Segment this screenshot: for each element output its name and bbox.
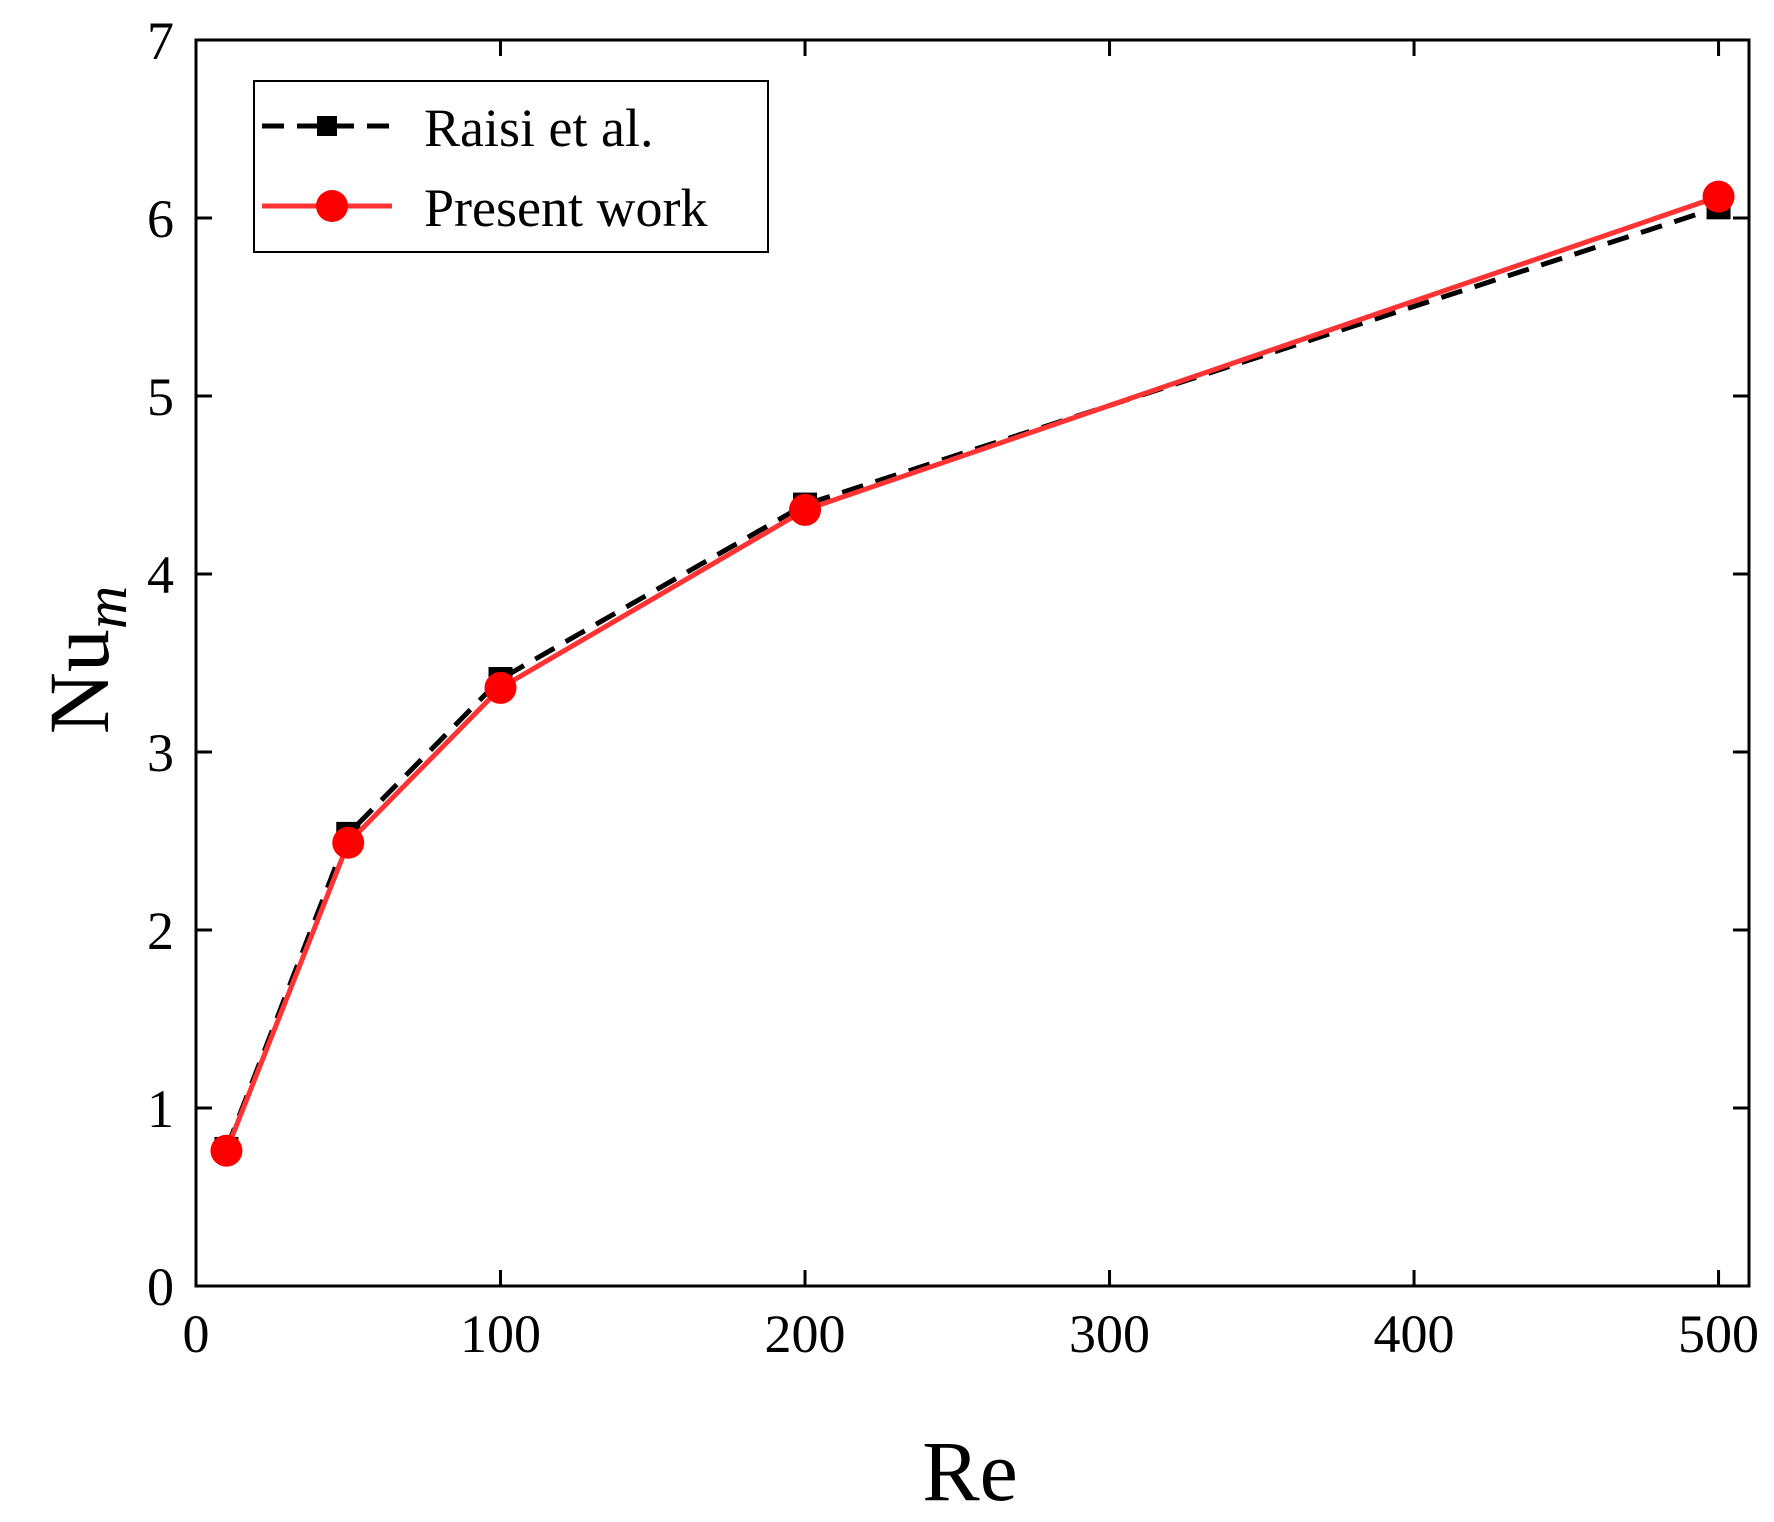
ticks-layer: 0 100 200 300 400 500 0 1 2 3 4 5 6 7 [147,11,1759,1364]
legend-box [253,80,769,253]
y-tick-label: 5 [147,367,174,427]
data-point [484,671,517,704]
y-tick-label: 3 [147,723,174,783]
y-axis-title: Num [31,586,139,734]
y-tick-label: 4 [147,545,174,605]
y-tick-label: 0 [147,1257,174,1317]
series-layer [210,180,1735,1167]
series-raisi [214,195,1731,1161]
x-tick-label: 300 [1069,1304,1150,1364]
y-tick-label: 2 [147,901,174,961]
legend-label-raisi: Raisi et al. [424,98,653,158]
plot-frame [194,38,1751,1288]
y-axis-title-main: Nu [31,629,127,734]
legend: Raisi et al. Present work [253,80,769,253]
data-point [1702,180,1735,213]
x-axis-title: Re [922,1423,1018,1519]
series-line [224,194,1720,1152]
x-tick-label: 500 [1678,1304,1759,1364]
data-point [332,826,365,859]
x-tick-label: 200 [765,1304,846,1364]
series-present-work [210,180,1735,1167]
legend-marker-present [316,190,348,222]
y-tick-label: 1 [147,1079,174,1139]
series-line [224,204,1720,1150]
legend-marker-raisi [317,116,337,136]
y-axis-title-subscript: m [73,586,139,629]
data-point [789,493,822,526]
y-tick-label: 6 [147,189,174,249]
x-tick-label: 100 [460,1304,541,1364]
legend-label-present: Present work [424,178,707,238]
y-tick-label: 7 [147,11,174,71]
x-tick-label: 0 [183,1304,210,1364]
x-tick-label: 400 [1374,1304,1455,1364]
data-point [210,1134,243,1167]
